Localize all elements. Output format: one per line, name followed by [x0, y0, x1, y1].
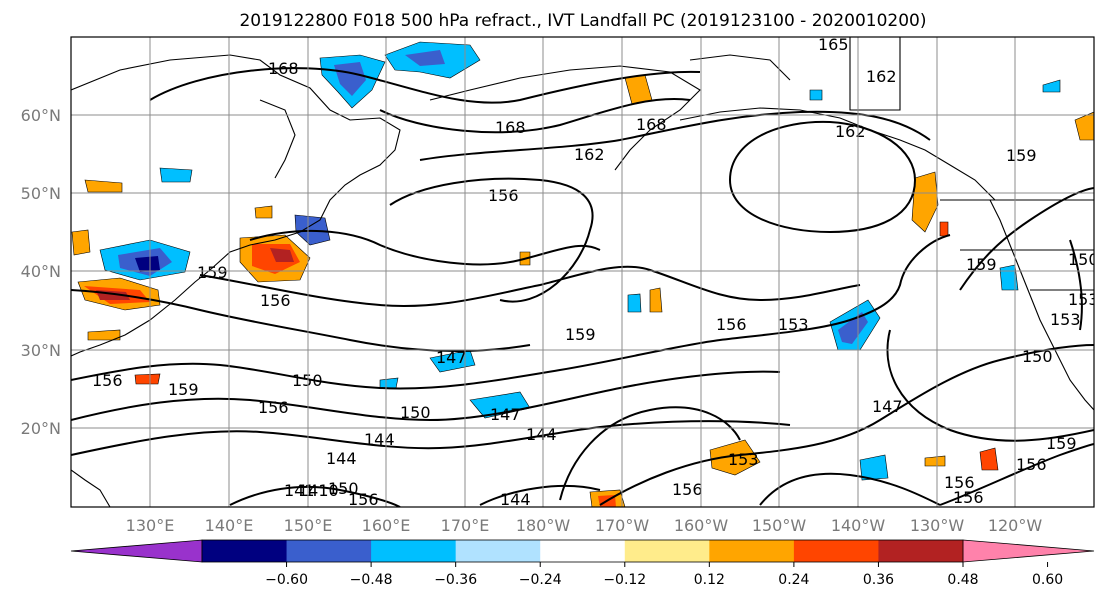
contour-label: 153	[1068, 290, 1099, 309]
colorbar-tick-label: −0.48	[350, 572, 393, 588]
colorbar-frame	[201, 539, 964, 563]
colorbar-extend-high	[962, 539, 1095, 563]
colorbar-segment	[624, 540, 710, 562]
contour-label: 156	[672, 480, 703, 499]
colorbar-segment	[793, 540, 879, 562]
coastlines	[71, 37, 1094, 507]
contour-label: 150	[1022, 347, 1053, 366]
lat-label: 20°N	[21, 419, 61, 438]
contour-label: 144	[326, 449, 357, 468]
contour-label: 147	[436, 348, 467, 367]
contour-label: 159	[168, 380, 199, 399]
colorbar-tick-label: −0.12	[603, 572, 646, 588]
contour-label: 153	[1050, 310, 1081, 329]
lon-label: 160°E	[362, 516, 411, 535]
colorbar	[70, 539, 1095, 563]
colorbar-segment	[709, 540, 795, 562]
lat-label: 50°N	[21, 184, 61, 203]
contour-label: 159	[966, 255, 997, 274]
shading-layer	[71, 41, 1094, 507]
contour-label: 162	[574, 145, 605, 164]
contour-label: 153	[728, 450, 759, 469]
colorbar-segment	[202, 540, 288, 562]
contour-label: 153	[778, 315, 809, 334]
contour-label: 156	[716, 315, 747, 334]
lon-label: 140°E	[205, 516, 254, 535]
lat-label: 60°N	[21, 106, 61, 125]
lon-label: 170°W	[595, 516, 650, 535]
contour-label: 156	[1016, 455, 1047, 474]
colorbar-tick-label: 0.48	[947, 572, 978, 588]
colorbar-extend-low	[70, 539, 203, 563]
contour-label: 156	[348, 490, 379, 509]
contour-label: 156	[92, 371, 123, 390]
map-area: 168 165 162 168 168 162 162 159 156 159 …	[71, 35, 1099, 509]
contour-label: 150	[328, 479, 359, 498]
contour-label: 156	[488, 186, 519, 205]
colorbar-tick-label: 0.12	[694, 572, 725, 588]
contour-label: 168	[268, 59, 299, 78]
contour-label: 141	[284, 481, 315, 500]
colorbar-segment	[455, 540, 541, 562]
gridlines	[71, 37, 1094, 507]
lon-label: 120°W	[988, 516, 1043, 535]
contour-label: 159	[1046, 434, 1077, 453]
contour-label: 144	[500, 490, 531, 509]
contour-label: 147	[872, 397, 903, 416]
lat-label: 30°N	[21, 341, 61, 360]
contour-label: 150	[400, 403, 431, 422]
colorbar-segment	[878, 540, 964, 562]
map-frame	[70, 36, 1095, 508]
lon-label: 180°W	[516, 516, 571, 535]
contour-label: 168	[636, 115, 667, 134]
lon-label: 150°E	[284, 516, 333, 535]
contour-label: 159	[1006, 146, 1037, 165]
lon-label: 140°W	[831, 516, 886, 535]
contour-label: 156	[944, 473, 975, 492]
contour-label: 150	[1068, 250, 1099, 269]
contour-label: 144	[526, 425, 557, 444]
contour-label: 156	[260, 291, 291, 310]
contour-label: 165	[818, 35, 849, 54]
contour-label: 147	[490, 405, 521, 424]
contour-label: 150	[292, 371, 323, 390]
colorbar-segment	[286, 540, 372, 562]
colorbar-ticks: −0.60 −0.48 −0.36 −0.24 −0.12 0.12 0.24 0.36 0.4…	[265, 562, 1063, 588]
colorbar-tick-label: 0.24	[778, 572, 809, 588]
contour-label: 162	[835, 122, 866, 141]
contour-label: 168	[495, 118, 526, 137]
map-title: 2019122800 F018 500 hPa refract., IVT La…	[239, 11, 926, 31]
lat-labels: 60°N 50°N 40°N 30°N 20°N	[21, 106, 61, 438]
colorbar-segment	[371, 540, 457, 562]
contour-label: 159	[197, 263, 228, 282]
colorbar-tick-label: 0.36	[863, 572, 894, 588]
contour-label: 159	[565, 325, 596, 344]
colorbar-tick-label: −0.60	[265, 572, 308, 588]
colorbar-segment	[540, 540, 626, 562]
lon-labels: 130°E 140°E 150°E 160°E 170°E 180°W 170°…	[126, 516, 1043, 535]
contour-lines	[71, 67, 1094, 507]
contour-label: 156	[258, 398, 289, 417]
colorbar-tick-label: 0.60	[1032, 572, 1063, 588]
lon-label: 130°W	[910, 516, 965, 535]
contour-label: 144	[364, 430, 395, 449]
lon-label: 130°E	[126, 516, 175, 535]
lon-label: 160°W	[674, 516, 729, 535]
lon-label: 150°W	[752, 516, 807, 535]
lat-label: 40°N	[21, 262, 61, 281]
lon-label: 170°E	[441, 516, 490, 535]
colorbar-tick-label: −0.36	[434, 572, 477, 588]
contour-label: 156	[953, 488, 984, 507]
colorbar-tick-label: −0.24	[519, 572, 562, 588]
contour-label: 162	[866, 67, 897, 86]
